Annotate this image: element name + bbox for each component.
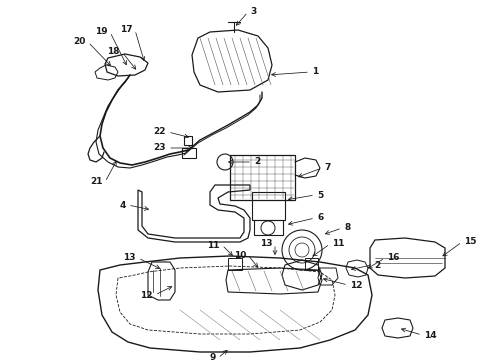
Text: 17: 17: [121, 26, 133, 35]
Text: 10: 10: [234, 251, 246, 260]
Text: 2: 2: [374, 261, 380, 270]
Text: 12: 12: [350, 280, 363, 289]
Text: 15: 15: [464, 238, 476, 247]
Text: 13: 13: [123, 253, 136, 262]
Text: 21: 21: [91, 177, 103, 186]
Text: 16: 16: [387, 253, 399, 262]
Text: 4: 4: [120, 201, 126, 210]
Text: 19: 19: [96, 27, 108, 36]
Text: 7: 7: [324, 163, 330, 172]
Text: 11: 11: [332, 239, 344, 248]
Text: 12: 12: [141, 291, 153, 300]
Text: 14: 14: [424, 330, 437, 339]
Text: 22: 22: [153, 127, 166, 136]
Text: 18: 18: [107, 48, 120, 57]
Text: 2: 2: [254, 158, 260, 166]
Text: 11: 11: [207, 240, 220, 249]
Text: 8: 8: [344, 224, 350, 233]
Text: 9: 9: [210, 354, 216, 360]
Text: 5: 5: [317, 190, 323, 199]
Text: 20: 20: [74, 37, 86, 46]
Text: 6: 6: [317, 213, 323, 222]
Text: 3: 3: [250, 8, 256, 17]
Text: 23: 23: [153, 144, 166, 153]
Text: 1: 1: [312, 68, 318, 77]
Text: 13: 13: [261, 239, 273, 248]
